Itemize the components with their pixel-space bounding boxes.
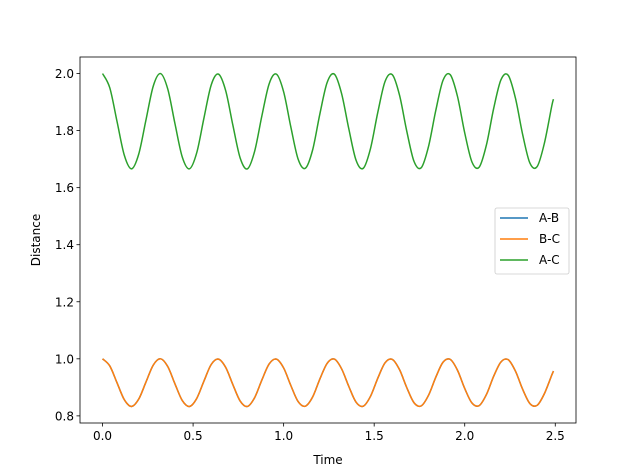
y-tick-label: 1.0 bbox=[55, 352, 74, 366]
series-line-a-c bbox=[101, 72, 555, 170]
x-axis: 0.0 0.5 1.0 1.5 2.0 2.5 bbox=[93, 423, 565, 443]
legend-label: B-C bbox=[539, 232, 560, 246]
y-axis: 0.8 1.0 1.2 1.4 1.6 1.8 2.0 bbox=[55, 67, 80, 423]
legend-label: A-B bbox=[539, 211, 559, 225]
series-layer bbox=[101, 72, 555, 408]
y-tick-label: 2.0 bbox=[55, 67, 74, 81]
y-tick-label: 1.8 bbox=[55, 124, 74, 138]
y-tick-label: 1.2 bbox=[55, 295, 74, 309]
x-tick-label: 0.5 bbox=[184, 429, 203, 443]
y-tick-label: 0.8 bbox=[55, 409, 74, 423]
x-axis-label: Time bbox=[312, 453, 342, 467]
legend-label: A-C bbox=[539, 253, 560, 267]
x-tick-label: 2.5 bbox=[546, 429, 565, 443]
legend-box bbox=[494, 207, 570, 275]
x-tick-label: 2.0 bbox=[455, 429, 474, 443]
y-axis-label: Distance bbox=[29, 214, 43, 266]
series-line-b-c bbox=[102, 358, 555, 408]
y-tick-label: 1.4 bbox=[55, 238, 74, 252]
x-tick-label: 0.0 bbox=[93, 429, 112, 443]
y-tick-label: 1.6 bbox=[55, 181, 74, 195]
x-tick-label: 1.5 bbox=[365, 429, 384, 443]
x-tick-label: 1.0 bbox=[274, 429, 293, 443]
legend: A-B B-C A-C bbox=[494, 207, 570, 275]
plot-frame bbox=[79, 56, 577, 424]
